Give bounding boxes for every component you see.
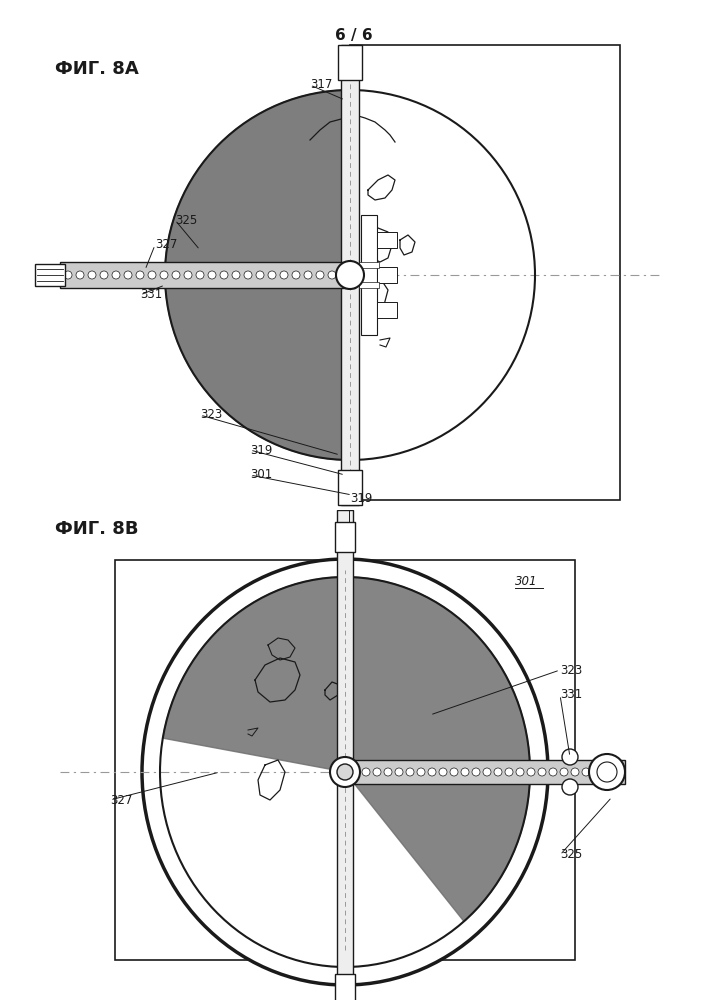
Text: ФИГ. 8В: ФИГ. 8В (55, 520, 139, 538)
Bar (115, 560, 575, 960)
Circle shape (562, 779, 578, 795)
Text: 331: 331 (140, 288, 162, 302)
Bar (359, 282, 379, 288)
Circle shape (527, 768, 535, 776)
Text: 319: 319 (350, 492, 373, 505)
Circle shape (472, 768, 480, 776)
Circle shape (136, 271, 144, 279)
Circle shape (516, 768, 524, 776)
Circle shape (316, 271, 324, 279)
Circle shape (100, 271, 108, 279)
Text: 327: 327 (110, 794, 132, 806)
Ellipse shape (142, 559, 548, 985)
Circle shape (483, 768, 491, 776)
Bar (338, 45, 362, 80)
Circle shape (461, 768, 469, 776)
Polygon shape (163, 577, 530, 921)
Circle shape (560, 768, 568, 776)
Circle shape (208, 271, 216, 279)
Bar (335, 974, 355, 1000)
Bar (361, 215, 377, 335)
Text: 323: 323 (560, 664, 583, 676)
Circle shape (494, 768, 502, 776)
Circle shape (268, 271, 276, 279)
Circle shape (196, 271, 204, 279)
Text: ФИГ. 8А: ФИГ. 8А (55, 60, 139, 78)
Bar (35, 264, 65, 286)
Circle shape (384, 768, 392, 776)
Bar (350, 45, 620, 500)
Circle shape (328, 271, 336, 279)
Circle shape (562, 749, 578, 765)
Bar (377, 232, 397, 248)
Circle shape (549, 768, 557, 776)
Circle shape (160, 271, 168, 279)
Text: 331: 331 (560, 688, 583, 702)
Circle shape (220, 271, 228, 279)
Ellipse shape (160, 577, 530, 967)
Circle shape (340, 271, 348, 279)
Circle shape (304, 271, 312, 279)
Bar (377, 302, 397, 318)
Bar (341, 45, 359, 505)
Circle shape (336, 261, 364, 289)
Circle shape (593, 768, 601, 776)
Circle shape (428, 768, 436, 776)
Text: 325: 325 (560, 848, 583, 861)
Text: 323: 323 (200, 408, 222, 422)
Circle shape (406, 768, 414, 776)
Text: 325: 325 (175, 214, 197, 227)
Circle shape (362, 768, 370, 776)
Text: 319: 319 (250, 444, 272, 456)
Bar (60, 262, 355, 288)
Circle shape (373, 768, 381, 776)
Text: 317: 317 (310, 79, 332, 92)
Circle shape (256, 271, 264, 279)
Text: 6 / 6: 6 / 6 (334, 28, 373, 43)
Circle shape (124, 271, 132, 279)
Circle shape (351, 768, 359, 776)
Circle shape (148, 271, 156, 279)
Circle shape (505, 768, 513, 776)
Circle shape (64, 271, 72, 279)
Circle shape (88, 271, 96, 279)
Circle shape (450, 768, 458, 776)
Circle shape (337, 764, 353, 780)
Circle shape (417, 768, 425, 776)
Circle shape (292, 271, 300, 279)
Text: 301: 301 (250, 468, 272, 482)
Bar (337, 510, 353, 1000)
Circle shape (439, 768, 447, 776)
Circle shape (538, 768, 546, 776)
Circle shape (76, 271, 84, 279)
Circle shape (232, 271, 240, 279)
Circle shape (589, 754, 625, 790)
Bar (338, 470, 362, 505)
Circle shape (395, 768, 403, 776)
Circle shape (582, 768, 590, 776)
Circle shape (112, 271, 120, 279)
Circle shape (571, 768, 579, 776)
Circle shape (330, 757, 360, 787)
Bar (335, 522, 355, 552)
Circle shape (184, 271, 192, 279)
Text: 301: 301 (515, 575, 537, 588)
Bar (377, 267, 397, 283)
Circle shape (244, 271, 252, 279)
Polygon shape (165, 90, 350, 460)
Text: 327: 327 (155, 238, 177, 251)
Bar (345, 760, 625, 784)
Circle shape (280, 271, 288, 279)
Bar (359, 262, 379, 268)
Circle shape (172, 271, 180, 279)
